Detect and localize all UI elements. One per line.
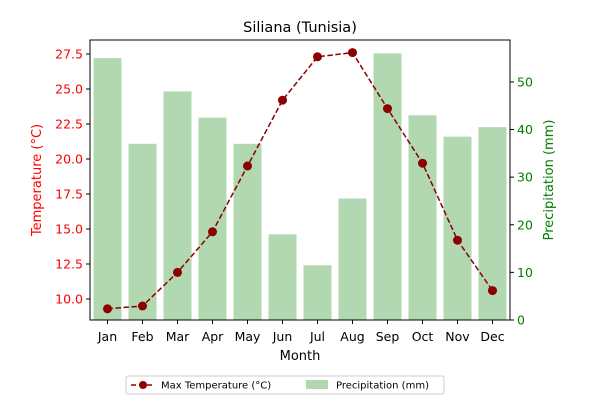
- plot-frame: [89, 39, 511, 321]
- precip-bar-aug: [338, 198, 367, 320]
- y-right-tick-label: 0: [517, 313, 525, 328]
- precip-bar-may: [233, 143, 262, 320]
- legend-label-precipitation: Precipitation (mm): [336, 381, 429, 392]
- y-left-tick-label: 17.5: [55, 187, 83, 202]
- y-right-tick-label: 10: [517, 265, 533, 280]
- temperature-point-mar: [173, 267, 182, 277]
- temperature-point-jan: [103, 304, 112, 314]
- chart-title: Siliana (Tunisia): [243, 20, 357, 36]
- y-right-tick-label: 30: [517, 170, 533, 185]
- legend-marker-swatch: [139, 381, 147, 389]
- temperature-line: [107, 51, 494, 310]
- y-right-tick-label: 50: [517, 74, 533, 89]
- x-tick-label: Mar: [166, 329, 190, 344]
- precip-bar-feb: [128, 143, 157, 320]
- temperature-point-dec: [488, 286, 497, 296]
- y-axis-left-label: Temperature (°C): [30, 124, 45, 237]
- precip-bar-jan: [93, 58, 122, 320]
- bars-layer: [93, 53, 507, 321]
- y-left-tick-label: 25.0: [55, 82, 83, 97]
- y-left-tick-label: 12.5: [55, 257, 83, 272]
- temperature-point-feb: [138, 301, 147, 311]
- temperature-point-may: [243, 161, 252, 171]
- x-tick-label: Oct: [412, 329, 434, 344]
- x-tick-label: Nov: [445, 329, 470, 344]
- legend-label-temperature: Max Temperature (°C): [161, 381, 271, 392]
- x-tick-label: Apr: [202, 329, 224, 344]
- precip-bar-oct: [408, 115, 437, 321]
- temperature-point-apr: [208, 227, 217, 237]
- temperature-point-aug: [348, 48, 357, 58]
- y-right-tick-label: 20: [517, 217, 533, 232]
- legend-box: [125, 375, 445, 395]
- temperature-point-nov: [453, 235, 462, 245]
- precip-bar-jul: [303, 265, 332, 320]
- y-right-tick-label: 40: [517, 122, 533, 137]
- x-tick-label: Jul: [309, 329, 325, 344]
- x-tick-label: Aug: [340, 329, 364, 344]
- precip-bar-mar: [163, 91, 192, 321]
- x-tick-label: May: [235, 329, 261, 344]
- y-left-tick-label: 27.5: [55, 47, 83, 62]
- x-tick-label: Dec: [480, 329, 504, 344]
- x-tick-label: Jan: [97, 329, 117, 344]
- y-axis-right-label: Precipitation (mm): [542, 120, 557, 241]
- axes-layer: Jan Feb Mar Apr May Jun Jul Aug Sep Oct Nov Dec 10.0…: [55, 47, 533, 345]
- x-tick-label: Jun: [272, 329, 293, 344]
- y-left-tick-label: 22.5: [55, 117, 83, 132]
- y-left-tick-label: 10.0: [55, 292, 83, 307]
- temperature-point-sep: [383, 104, 392, 114]
- y-left-tick-label: 20.0: [55, 152, 83, 167]
- y-left-tick-label: 15.0: [55, 222, 83, 237]
- temperature-point-jul: [313, 52, 322, 62]
- x-tick-label: Sep: [376, 329, 400, 344]
- precip-bar-apr: [198, 117, 227, 321]
- line-layer: [103, 48, 497, 314]
- legend: Max Temperature (°C) Precipitation (mm): [125, 375, 445, 395]
- legend-bar-swatch: [306, 380, 328, 389]
- precip-bar-sep: [373, 53, 402, 320]
- precip-bar-jun: [268, 234, 297, 320]
- x-tick-label: Feb: [131, 329, 153, 344]
- precip-bar-nov: [443, 136, 472, 320]
- temperature-point-oct: [418, 158, 427, 168]
- x-axis-label: Month: [280, 349, 321, 364]
- temperature-point-jun: [278, 95, 287, 105]
